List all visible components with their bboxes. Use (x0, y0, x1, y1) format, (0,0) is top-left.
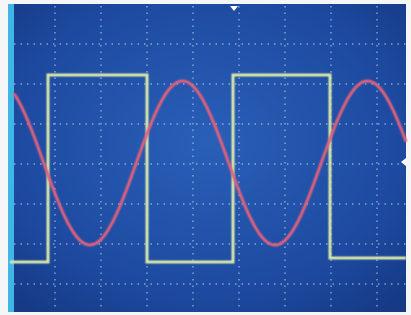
screen (8, 4, 406, 312)
oscilloscope-photo (0, 0, 411, 315)
screen-edge (8, 4, 14, 312)
